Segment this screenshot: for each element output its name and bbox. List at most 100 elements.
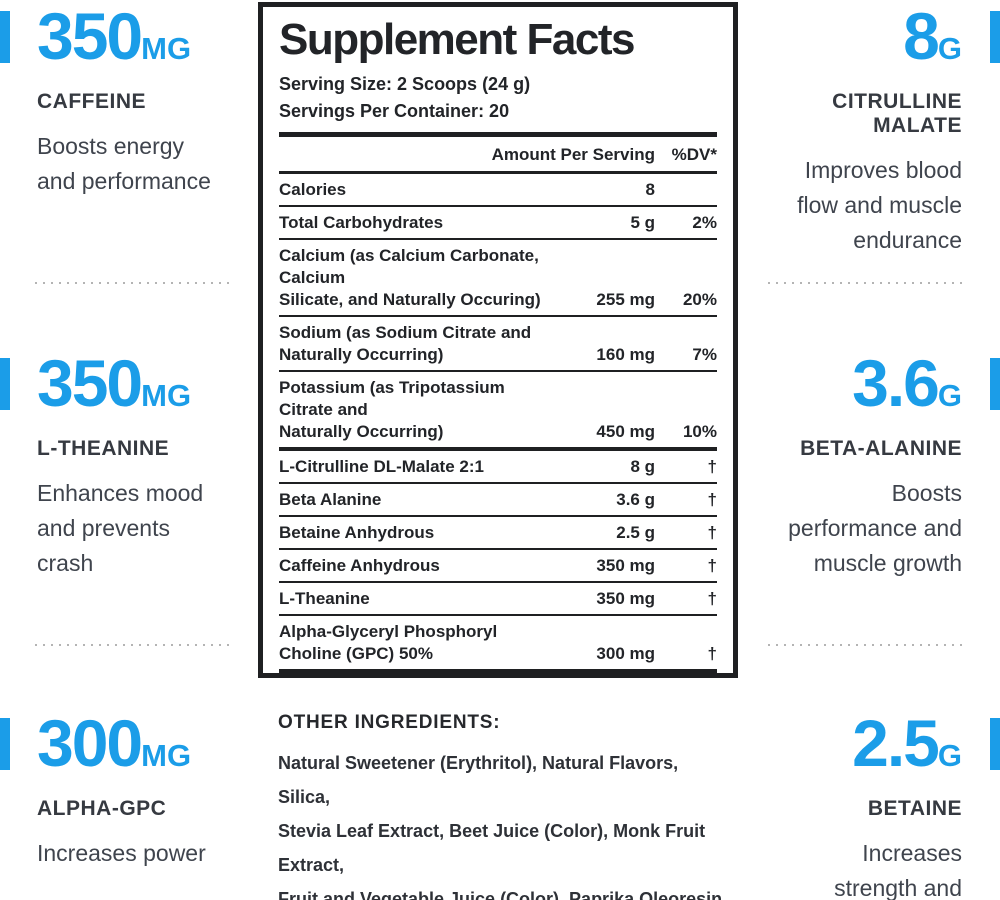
supplement-facts-panel: Supplement Facts Serving Size: 2 Scoops …: [258, 2, 738, 678]
amount-value: 3.6: [852, 346, 940, 420]
ingredient-name: Sodium (as Sodium Citrate and Naturally …: [279, 323, 532, 364]
callout-amount: 350MG: [37, 3, 245, 80]
amount-unit: MG: [141, 738, 192, 773]
ingredient-amount: 2.5 g: [616, 523, 655, 542]
ingredient-name: Potassium (as Tripotassium Citrate and N…: [279, 378, 505, 441]
table-row: Calcium (as Calcium Carbonate, Calcium S…: [279, 240, 717, 317]
ingredient-amount: 8 g: [630, 457, 655, 476]
table-body: Calories 8 Total Carbohydrates 5 g 2% Calcium…: [279, 174, 717, 669]
ingredient-name: Total Carbohydrates: [279, 213, 444, 232]
accent-bar: [0, 358, 10, 410]
ingredient-name: L-Theanine: [279, 589, 370, 608]
callout-description: Increases strength and muscle endurance: [834, 840, 962, 900]
table-row: L-Theanine 350 mg †: [279, 583, 717, 616]
callout-title: CITRULLINE MALATE: [832, 90, 962, 137]
ingredient-dv: †: [707, 644, 717, 663]
table-row: L-Citrulline DL-Malate 2:1 8 g †: [279, 451, 717, 484]
servings-per-container: Servings Per Container: 20: [279, 101, 510, 121]
amount-value: 2.5: [852, 706, 940, 780]
table-row: Alpha-Glyceryl Phosphoryl Choline (GPC) …: [279, 616, 717, 669]
ingredient-amount: 350 mg: [596, 556, 655, 575]
callout-caffeine: 350MG CAFFEINE Boosts energy and perform…: [0, 3, 245, 199]
ingredient-amount: 160 mg: [596, 345, 655, 364]
amount-unit: G: [937, 378, 962, 413]
callout-betaine: 2.5G BETAINE Increases strength and musc…: [755, 710, 1000, 900]
table-row: Beta Alanine 3.6 g †: [279, 484, 717, 517]
amount-unit: G: [937, 31, 962, 66]
callout-amount: 300MG: [37, 710, 245, 787]
ingredient-name: Calcium (as Calcium Carbonate, Calcium S…: [279, 246, 541, 309]
ingredient-amount: 5 g: [630, 213, 655, 232]
callout-amount: 3.6G: [755, 350, 962, 427]
amount-unit: MG: [141, 31, 192, 66]
footnotes: *Percent Daily Values are based on a 2,0…: [279, 675, 717, 678]
amount-value: 350: [37, 0, 143, 73]
table-row: Sodium (as Sodium Citrate and Naturally …: [279, 317, 717, 372]
callout-beta-alanine: 3.6G BETA-ALANINE Boosts performance and…: [755, 350, 1000, 581]
other-ingredients-heading: OTHER INGREDIENTS:: [278, 712, 501, 733]
ingredient-dv: 20%: [682, 290, 717, 309]
accent-bar: [990, 358, 1000, 410]
ingredient-name: Caffeine Anhydrous: [279, 556, 440, 575]
dotted-divider: [768, 282, 963, 284]
percent-dv-header: %DV*: [671, 145, 717, 164]
callout-description: Boosts performance and muscle growth: [788, 480, 962, 576]
callout-title: L-THEANINE: [37, 437, 170, 460]
callout-l-theanine: 350MG L-THEANINE Enhances mood and preve…: [0, 350, 245, 581]
serving-size: Serving Size: 2 Scoops (24 g): [279, 74, 531, 94]
ingredient-dv: †: [707, 556, 717, 575]
amount-unit: MG: [141, 378, 192, 413]
ingredient-dv: †: [707, 457, 717, 476]
callout-alpha-gpc: 300MG ALPHA-GPC Increases power: [0, 710, 245, 871]
ingredient-name: Calories: [279, 180, 347, 199]
panel-title: Supplement Facts: [279, 15, 635, 64]
ingredient-dv: 2%: [692, 213, 717, 232]
callout-title: CAFFEINE: [37, 90, 146, 113]
ingredient-amount: 300 mg: [596, 644, 655, 663]
callout-title: ALPHA-GPC: [37, 797, 167, 820]
amount-value: 350: [37, 346, 143, 420]
ingredient-name: L-Citrulline DL-Malate 2:1: [279, 457, 484, 476]
ingredient-amount: 8: [645, 180, 655, 199]
callout-title: BETA-ALANINE: [800, 437, 962, 460]
callout-description: Boosts energy and performance: [37, 133, 211, 194]
footer-bar: [279, 669, 717, 673]
amount-value: 300: [37, 706, 143, 780]
amount-value: 8: [903, 0, 940, 73]
other-ingredients-body: Natural Sweetener (Erythritol), Natural …: [278, 753, 723, 900]
ingredient-dv: 10%: [682, 422, 717, 441]
callout-amount: 2.5G: [755, 710, 962, 787]
dotted-divider: [768, 644, 963, 646]
table-row: Calories 8: [279, 174, 717, 207]
dotted-divider: [35, 644, 230, 646]
ingredient-dv: †: [707, 523, 717, 542]
ingredient-amount: 255 mg: [596, 290, 655, 309]
callout-title: BETAINE: [867, 797, 962, 820]
ingredient-dv: †: [707, 589, 717, 608]
accent-bar: [0, 718, 10, 770]
callout-description: Enhances mood and prevents crash: [37, 480, 204, 576]
section-bar: [279, 132, 717, 137]
callout-description: Increases power: [37, 840, 206, 866]
ingredient-name: Betaine Anhydrous: [279, 523, 435, 542]
other-ingredients-section: OTHER INGREDIENTS: Natural Sweetener (Er…: [278, 712, 730, 900]
ingredient-name: Beta Alanine: [279, 490, 382, 509]
table-header-row: Amount Per Serving %DV*: [279, 137, 717, 174]
ingredient-amount: 350 mg: [596, 589, 655, 608]
table-row: Betaine Anhydrous 2.5 g †: [279, 517, 717, 550]
ingredient-amount: 450 mg: [596, 422, 655, 441]
callout-amount: 350MG: [37, 350, 245, 427]
callout-citrulline-malate: 8G CITRULLINE MALATE Improves blood flow…: [755, 3, 1000, 258]
table-row: Potassium (as Tripotassium Citrate and N…: [279, 372, 717, 451]
accent-bar: [990, 11, 1000, 63]
ingredient-amount: 3.6 g: [616, 490, 655, 509]
ingredient-name: Alpha-Glyceryl Phosphoryl Choline (GPC) …: [279, 622, 498, 663]
dotted-divider: [35, 282, 230, 284]
accent-bar: [990, 718, 1000, 770]
callout-description: Improves blood flow and muscle endurance: [797, 157, 962, 253]
ingredient-dv: 7%: [692, 345, 717, 364]
amount-unit: G: [937, 738, 962, 773]
accent-bar: [0, 11, 10, 63]
amount-per-serving-header: Amount Per Serving: [491, 145, 655, 164]
callout-amount: 8G: [755, 3, 962, 80]
